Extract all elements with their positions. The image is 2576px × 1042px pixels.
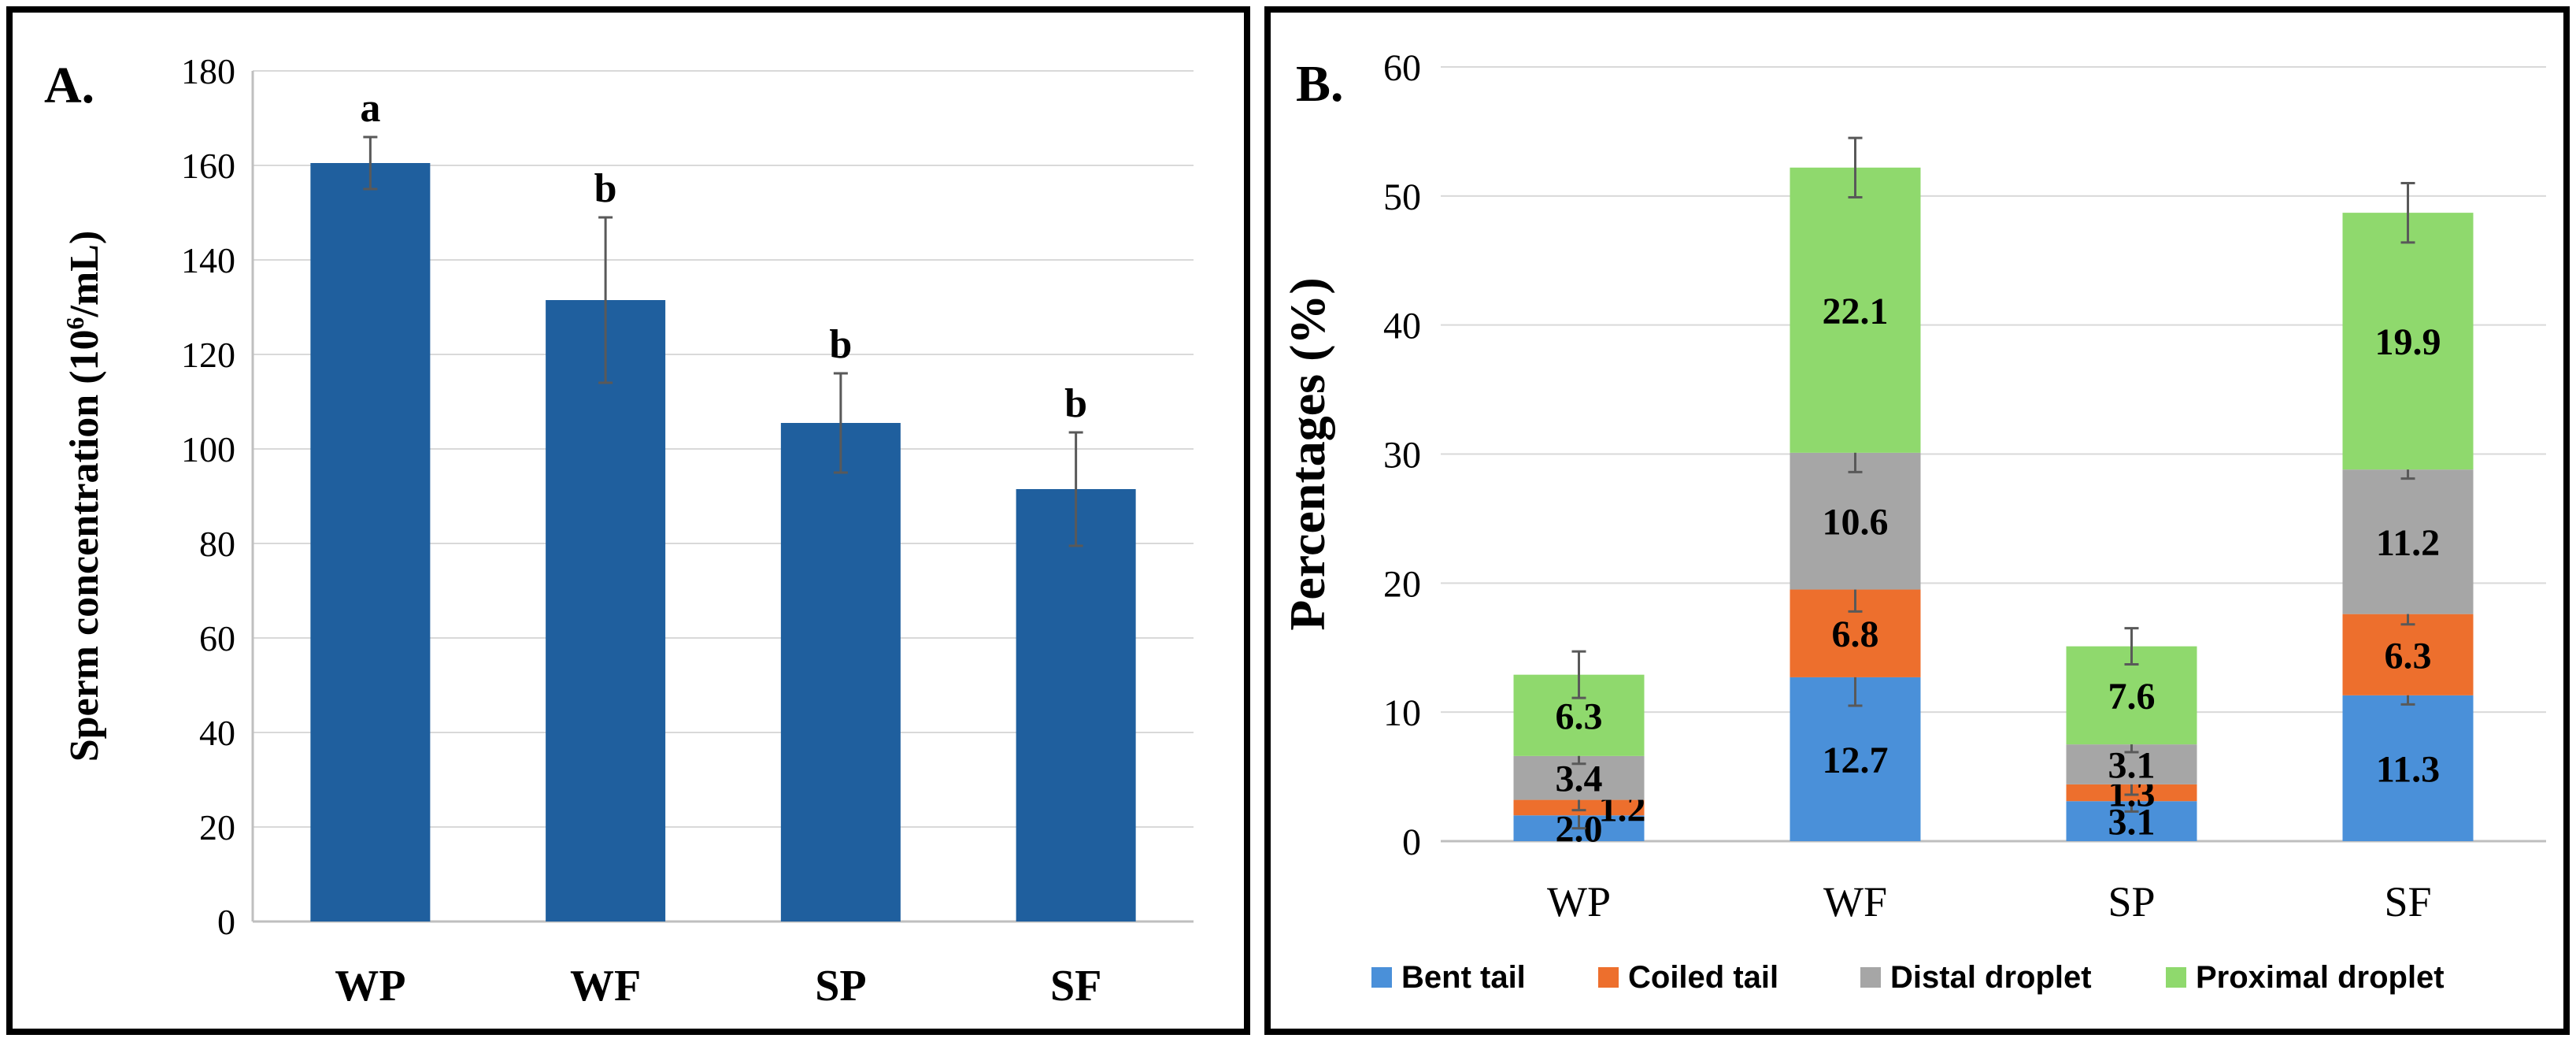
chart-a-svg: 0 20 40 60 80 100 120 140 160 180 A. Sperm concentr… xyxy=(44,51,1194,1010)
panel-label-a: A. xyxy=(44,57,94,114)
significance-letter-wp: a xyxy=(360,86,380,131)
data-label-coiled-tail-wf: 6.8 xyxy=(1832,614,1879,655)
y-tick-label-b: 60 xyxy=(1383,47,1421,89)
y-tick-label-a: 20 xyxy=(199,807,235,847)
y-tick-label-b: 50 xyxy=(1383,176,1421,218)
error-bar-wp xyxy=(363,135,378,191)
y-tick-label-a: 80 xyxy=(199,524,235,564)
segment-distal-droplet-sf xyxy=(2342,469,2474,614)
legend-label-coiled-tail: Coiled tail xyxy=(1628,960,1778,995)
x-tick-label-b: SF xyxy=(2384,878,2431,925)
error-bar-sf xyxy=(1068,431,1083,547)
error-bar-proximal-droplet-sp xyxy=(2124,627,2139,666)
data-label-proximal-droplet-sp: 7.6 xyxy=(2108,676,2156,718)
error-bar-proximal-droplet-wf xyxy=(1848,136,1863,198)
legend-swatch-bent-tail xyxy=(1371,967,1392,988)
data-label-distal-droplet-wf: 10.6 xyxy=(1823,502,1889,543)
panel-label-b: B. xyxy=(1296,55,1344,113)
y-axis-title-a-sup: 6 xyxy=(61,317,89,329)
panel-a-frame: 0 20 40 60 80 100 120 140 160 180 A. Sperm concentr… xyxy=(6,6,1250,1035)
error-bar-proximal-droplet-wp xyxy=(1571,650,1586,699)
y-tick-label-b: 0 xyxy=(1402,821,1421,863)
y-tick-label-a: 120 xyxy=(181,335,235,375)
legend-label-distal-droplet: Distal droplet xyxy=(1890,960,2092,995)
segment-bent-tail-sf xyxy=(2342,695,2474,841)
data-label-proximal-droplet-sf: 19.9 xyxy=(2375,321,2441,363)
bar-wp xyxy=(310,163,431,921)
significance-letter-sp: b xyxy=(829,322,852,367)
legend-item-distal-droplet: Distal droplet xyxy=(1860,960,2092,995)
error-bar-proximal-droplet-sf xyxy=(2400,181,2415,244)
significance-letter-sf: b xyxy=(1064,381,1087,426)
legend-label-bent-tail: Bent tail xyxy=(1401,960,1526,995)
y-axis-title-a-prefix: Sperm concentration (10 xyxy=(62,329,107,762)
data-label-proximal-droplet-wp: 6.3 xyxy=(1556,695,1603,737)
data-label-distal-droplet-wp: 3.4 xyxy=(1556,758,1603,800)
legend-item-bent-tail: Bent tail xyxy=(1371,960,1526,995)
y-tick-label-a: 160 xyxy=(181,146,235,186)
segment-coiled-tail-sf xyxy=(2342,614,2474,695)
legend-swatch-distal-droplet xyxy=(1860,967,1881,988)
bar-sf xyxy=(1016,489,1136,921)
bar-sp xyxy=(780,423,901,921)
data-label-bent-tail-sf: 11.3 xyxy=(2376,748,2440,790)
y-axis-title-a: Sperm concentration (106/mL) xyxy=(61,231,107,762)
x-tick-label-b: SP xyxy=(2108,878,2155,925)
x-tick-label-a: SF xyxy=(1050,962,1101,1010)
data-label-bent-tail-wf: 12.7 xyxy=(1823,740,1889,781)
legend-swatch-coiled-tail xyxy=(1598,967,1619,988)
y-tick-label-a: 100 xyxy=(181,429,235,469)
error-bar-wf xyxy=(598,216,613,384)
y-tick-label-a: 140 xyxy=(181,240,235,280)
significance-letter-wf: b xyxy=(594,166,617,211)
segment-distal-droplet-wf xyxy=(1790,452,1921,590)
legend-item-proximal-droplet: Proximal droplet xyxy=(2166,960,2445,995)
y-axis-title-b: Percentages (%) xyxy=(1279,277,1335,630)
y-axis-title-a-suffix: /mL) xyxy=(62,231,107,318)
y-tick-label-a: 0 xyxy=(217,902,235,942)
error-bar-sp xyxy=(833,372,848,474)
x-tick-label-b: WF xyxy=(1823,878,1887,925)
y-tick-label-b: 30 xyxy=(1383,435,1421,477)
x-tick-label-b: WP xyxy=(1547,878,1611,925)
legend-label-proximal-droplet: Proximal droplet xyxy=(2196,960,2445,995)
x-tick-label-a: SP xyxy=(815,962,866,1010)
y-tick-label-b: 10 xyxy=(1383,692,1421,734)
segment-proximal-droplet-wf xyxy=(1790,167,1921,453)
x-tick-label-a: WF xyxy=(570,962,641,1010)
bar-wf xyxy=(546,300,666,921)
data-label-coiled-tail-sf: 6.3 xyxy=(2385,635,2432,677)
segment-proximal-droplet-sf xyxy=(2342,213,2474,470)
y-tick-label-a: 180 xyxy=(181,51,235,91)
x-tick-label-a: WP xyxy=(335,962,405,1010)
y-tick-label-a: 40 xyxy=(199,713,235,753)
legend-swatch-proximal-droplet xyxy=(2166,967,2186,988)
y-tick-label-a: 60 xyxy=(199,618,235,658)
data-label-proximal-droplet-wf: 22.1 xyxy=(1823,291,1889,332)
legend-item-coiled-tail: Coiled tail xyxy=(1598,960,1778,995)
y-tick-label-b: 20 xyxy=(1383,563,1421,605)
y-tick-label-b: 40 xyxy=(1383,306,1421,347)
data-label-distal-droplet-sf: 11.2 xyxy=(2376,522,2440,564)
